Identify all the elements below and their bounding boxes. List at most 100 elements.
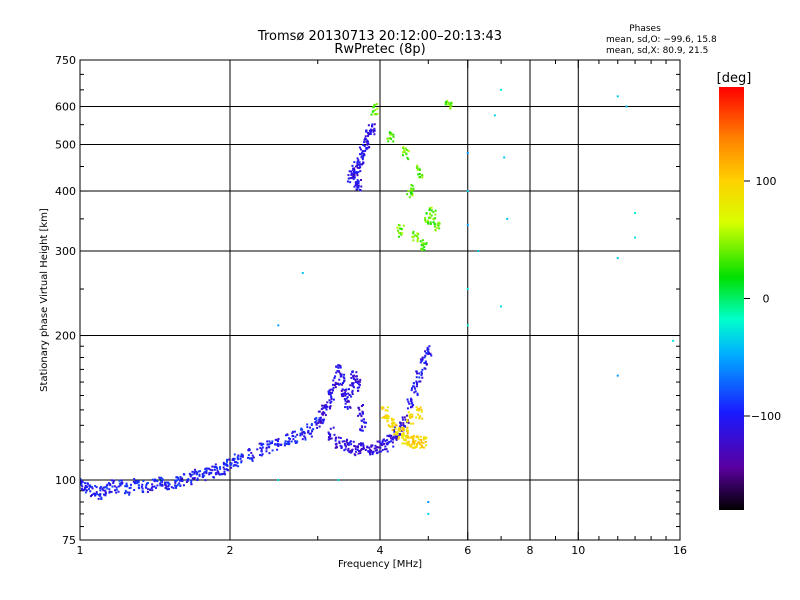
- data-point: [334, 386, 337, 389]
- data-point: [408, 443, 411, 446]
- data-point: [301, 433, 304, 436]
- data-point: [288, 442, 291, 445]
- data-point: [360, 153, 363, 156]
- data-point: [359, 452, 362, 455]
- data-point: [353, 171, 356, 174]
- data-point: [433, 225, 436, 228]
- data-point: [355, 375, 358, 378]
- data-point: [410, 402, 413, 405]
- data-point: [416, 238, 419, 241]
- data-point: [386, 409, 389, 412]
- data-point: [280, 443, 283, 446]
- data-point: [373, 123, 376, 126]
- data-point: [389, 440, 392, 443]
- data-point: [285, 442, 288, 445]
- data-point: [321, 418, 324, 421]
- data-point: [370, 124, 373, 127]
- data-point: [407, 440, 410, 443]
- data-point: [99, 492, 102, 495]
- data-point: [367, 450, 370, 453]
- data-point: [414, 440, 417, 443]
- data-point: [424, 218, 427, 221]
- data-point: [339, 372, 342, 375]
- data-point: [328, 389, 331, 392]
- data-point: [342, 376, 345, 379]
- data-point: [373, 133, 376, 136]
- data-point: [314, 417, 317, 420]
- data-point: [386, 420, 389, 423]
- data-point: [382, 416, 385, 419]
- data-point: [353, 176, 356, 179]
- data-point: [215, 466, 218, 469]
- data-point: [412, 422, 415, 425]
- data-point: [387, 140, 390, 143]
- data-point: [398, 231, 401, 234]
- data-point: [418, 176, 421, 179]
- data-point: [151, 483, 154, 486]
- data-point: [327, 431, 330, 434]
- data-point: [330, 396, 333, 399]
- data-point: [363, 154, 366, 157]
- data-point: [347, 449, 350, 452]
- data-point: [179, 475, 182, 478]
- data-point: [340, 393, 343, 396]
- data-point: [343, 389, 346, 392]
- data-point: [424, 440, 427, 443]
- data-point: [434, 229, 437, 232]
- data-point: [117, 490, 120, 493]
- data-point: [180, 479, 183, 482]
- data-point: [429, 352, 432, 355]
- data-point: [124, 492, 127, 495]
- data-point: [377, 446, 380, 449]
- data-point: [363, 141, 366, 144]
- data-point: [89, 485, 92, 488]
- data-point: [370, 113, 373, 116]
- data-point: [422, 436, 425, 439]
- data-point: [256, 448, 259, 451]
- data-point: [411, 413, 414, 416]
- data-point: [112, 481, 115, 484]
- data-point: [283, 444, 286, 447]
- data-point: [189, 475, 192, 478]
- data-point: [410, 416, 413, 419]
- data-point: [103, 486, 106, 489]
- data-point: [389, 425, 392, 428]
- colorbar-tick-label: 0: [763, 293, 770, 306]
- data-point: [161, 477, 164, 480]
- data-point: [340, 390, 343, 393]
- data-point: [411, 441, 414, 444]
- data-point: [176, 479, 179, 482]
- data-point: [248, 448, 251, 451]
- data-point: [412, 235, 415, 238]
- data-point: [406, 432, 409, 435]
- data-point: [433, 223, 436, 226]
- data-point: [403, 149, 406, 152]
- data-point: [416, 232, 419, 235]
- data-point: [428, 207, 431, 210]
- data-point: [222, 472, 225, 475]
- data-point: [406, 426, 409, 429]
- data-point: [427, 216, 430, 219]
- data-point: [360, 444, 363, 447]
- data-point: [344, 399, 347, 402]
- data-point: [337, 436, 340, 439]
- data-point: [416, 164, 419, 167]
- data-point: [421, 445, 424, 448]
- data-point: [398, 426, 401, 429]
- data-point: [409, 413, 412, 416]
- data-point: [384, 409, 387, 412]
- data-point: [339, 437, 342, 440]
- data-point: [260, 450, 263, 453]
- data-point: [247, 449, 250, 452]
- data-point: [357, 186, 360, 189]
- data-point: [356, 172, 359, 175]
- data-point: [352, 385, 355, 388]
- data-point: [409, 436, 412, 439]
- data-point: [390, 417, 393, 420]
- data-point: [425, 363, 428, 366]
- data-point: [172, 487, 175, 490]
- data-point: [140, 485, 143, 488]
- data-point: [401, 154, 404, 157]
- data-point: [341, 388, 344, 391]
- data-point: [424, 360, 427, 363]
